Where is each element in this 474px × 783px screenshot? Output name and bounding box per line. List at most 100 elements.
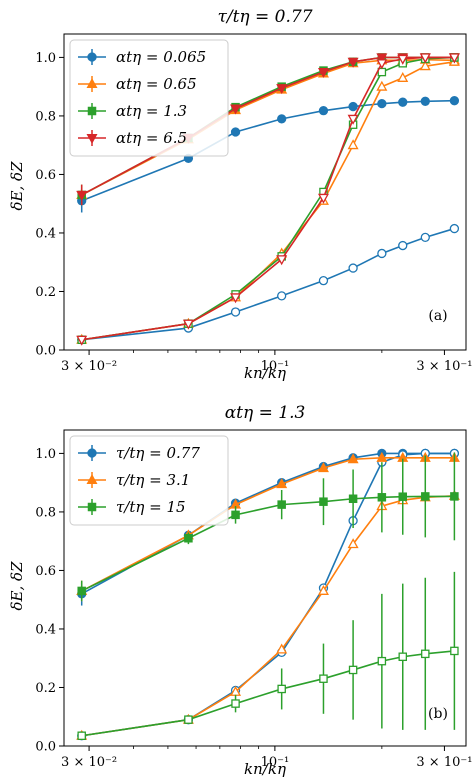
p1-xtick-label-0.1: 10⁻¹ (261, 755, 290, 770)
p0-series-3-upper-point (276, 84, 288, 95)
p1-series-2-lower-point (421, 649, 430, 659)
p1-xtick-label-0.3: 3 × 10⁻¹ (416, 755, 472, 770)
panel-b-ylabel: δE, δZ (8, 561, 26, 611)
p0-series-3-lower-point (347, 114, 359, 125)
p1-series-2-upper-point (184, 534, 193, 543)
p0-series-3-upper-point (376, 53, 388, 64)
p1-series-2-upper-point (231, 510, 240, 520)
p0-series-3-upper-point (76, 190, 88, 201)
p1-series-2-lower-point (231, 699, 240, 708)
p1-series-2-upper-line (81, 495, 455, 592)
p0-series-3-lower-point (182, 319, 194, 330)
p1-series-1-upper-point (347, 453, 359, 464)
p0-series-3-lower-point (76, 335, 88, 346)
p1-series-2-upper-point (319, 497, 328, 506)
p0-series-3-lower-point (397, 54, 409, 65)
p0-series-3-lower-point (230, 293, 242, 304)
panel-b-tag: (b) (428, 706, 448, 722)
p0-series-0-lower-point (449, 223, 460, 234)
p1-series-1-lower-point (347, 538, 359, 549)
p0-series-3-upper-point (347, 57, 359, 68)
panel-b-xlabel: kn/kη (244, 760, 286, 778)
p0-series-1-lower-point (397, 71, 409, 82)
p1-series-1-upper-point (376, 451, 388, 462)
p0-series-0-lower-point (420, 232, 430, 243)
p1-series-2-upper-point (277, 500, 286, 509)
p0-plot-frame (63, 33, 467, 351)
p1-series-2-lower-point (77, 731, 86, 741)
p0-series-1-lower-point (347, 139, 359, 150)
p0-series-0-lower-point (377, 248, 387, 259)
p0-ytick-label-0.4: 0.4 (35, 226, 56, 241)
panel-a-tag: (a) (428, 308, 447, 324)
p0-series-3-lower-point (448, 53, 460, 64)
p0-series-1-lower-point (419, 60, 431, 71)
panel-a-title: τ/tη = 0.77 (217, 7, 312, 27)
p0-xtick-label-0.03: 3 × 10⁻² (61, 359, 117, 374)
p0-ytick-label-1.0: 1.0 (35, 51, 56, 66)
panel-a: τ/tη = 0.77 kn/kη δE, δZ (a) 0.0 0.2 0.4 0.… (8, 7, 472, 382)
p0-series-0-upper-point (348, 101, 358, 112)
p1-plot-frame (63, 429, 467, 747)
p1-series-2-lower-point (319, 674, 328, 683)
p0-series-0-lower-point (277, 291, 287, 301)
p0-series-0-lower-point (230, 307, 241, 317)
p0-series-0-lower-point (398, 240, 408, 251)
p1-series-2-upper-point (421, 492, 430, 501)
p1-ytick-label-0.4: 0.4 (35, 622, 56, 637)
p1-series-1-lower-point (317, 584, 329, 595)
p1-ytick-label-1.0: 1.0 (35, 447, 56, 462)
p1-series-2-lower-point (277, 684, 286, 694)
p0-series-0-upper-point (377, 98, 387, 109)
p1-series-2 (77, 452, 459, 741)
p0-legend-marker-1 (86, 78, 98, 89)
p1-ytick-label-0.8: 0.8 (35, 505, 56, 520)
p1-series-2-lower-point (450, 646, 459, 656)
p1-xtick-label-0.03: 3 × 10⁻² (61, 755, 117, 770)
p0-legend-label-0: αtη = 0.065 (116, 48, 206, 66)
p0-series-0-upper-point (449, 96, 460, 106)
panel-a-xlabel: kn/kη (244, 364, 286, 382)
p0-xtick-label-0.1: 10⁻¹ (261, 359, 290, 374)
p1-legend-label-0: τ/tη = 0.77 (116, 444, 200, 462)
p0-ytick-label-0.2: 0.2 (35, 285, 56, 300)
p0-ytick-label-0.6: 0.6 (35, 168, 56, 183)
panel-a-ylabel: δE, δZ (8, 161, 26, 211)
p1-series-1-upper-point (317, 462, 329, 473)
p0-series-3-lower-point (317, 193, 329, 204)
p0-series-3-lower-point (276, 255, 288, 266)
p0-series-3-lower-line (81, 56, 455, 341)
p0-xtick-label-0.3: 3 × 10⁻¹ (416, 359, 472, 374)
p1-legend-marker-1 (86, 474, 98, 485)
p0-series-0-upper-point (420, 96, 430, 106)
p1-legend-label-1: τ/tη = 3.1 (116, 471, 190, 489)
p0-series-3-lower-point (419, 53, 431, 64)
p0-series-3-lower-point (376, 59, 388, 70)
p0-series-0-lower-point (318, 276, 329, 286)
p1-series-2-upper-point (450, 492, 459, 501)
p0-series-0-lower-point (348, 263, 358, 273)
p0-series-3-upper-point (230, 104, 242, 115)
p1-series-2-upper-point (77, 586, 86, 596)
p0-legend-label-2: αtη = 1.3 (116, 102, 187, 120)
p0-ytick-label-0.0: 0.0 (35, 344, 56, 359)
p0-legend-marker-3 (86, 133, 98, 144)
p1-series-2-lower-point (184, 715, 193, 724)
p0-series-0-upper-point (277, 114, 287, 124)
p1-legend-box (69, 435, 229, 526)
p1-series-1-lower-point (276, 643, 288, 654)
p0-series-0-upper-point (318, 106, 329, 116)
p1-ytick-label-0.6: 0.6 (35, 564, 56, 579)
panel-b-title: αtη = 1.3 (225, 403, 306, 423)
p0-series-0-lower-line (81, 227, 455, 341)
p0-legend-label-1: αtη = 0.65 (116, 75, 197, 93)
p1-ytick-label-0.2: 0.2 (35, 681, 56, 696)
p0-legend-marker-2 (87, 106, 97, 116)
p1-series-2-upper-point (377, 493, 387, 502)
p1-series-2-lower-point (377, 656, 387, 666)
p1-legend-marker-0 (87, 448, 97, 458)
p1-series-2-lower-point (348, 665, 358, 675)
p0-series-3-upper-point (317, 67, 329, 78)
p1-series-2-upper-point (348, 494, 358, 504)
